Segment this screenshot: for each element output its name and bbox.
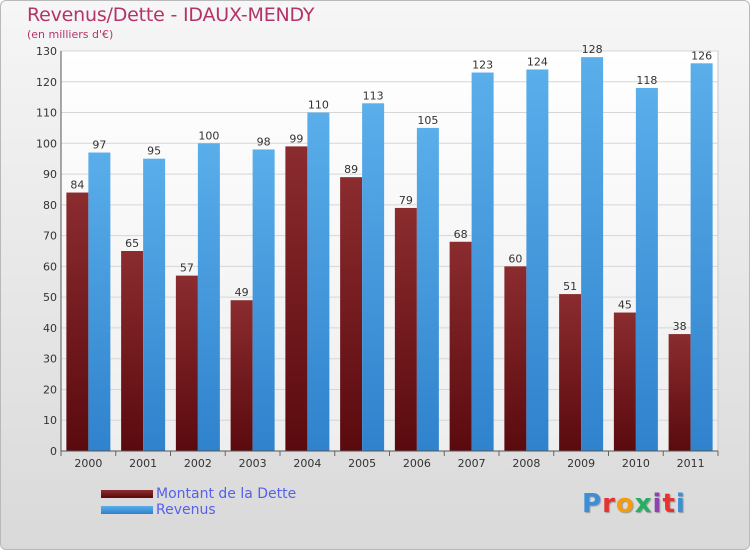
legend-item-revenus: Revenus [101, 502, 296, 518]
x-tick-label: 2010 [622, 457, 650, 470]
bar-revenus [252, 149, 275, 451]
bar-revenus [690, 63, 713, 452]
data-label: 124 [527, 55, 548, 68]
y-tick-label: 120 [36, 76, 57, 89]
bar-dette [668, 334, 691, 451]
data-label: 110 [308, 99, 329, 112]
y-tick-label: 20 [43, 383, 57, 396]
bar-dette [559, 294, 582, 451]
data-label: 60 [508, 252, 522, 265]
bar-dette [121, 251, 144, 451]
chart-title: Revenus/Dette - IDAUX-MENDY [27, 4, 315, 26]
x-tick-label: 2004 [293, 457, 321, 470]
data-label: 98 [257, 135, 271, 148]
proxiti-logo: Proxiti [582, 489, 686, 519]
y-tick-label: 110 [36, 107, 57, 120]
data-label: 105 [417, 114, 438, 127]
bar-dette [394, 207, 417, 451]
chart-subtitle: (en milliers d'€) [27, 28, 114, 41]
legend-label-revenus: Revenus [156, 502, 216, 518]
bar-revenus [307, 112, 330, 452]
data-label: 79 [399, 194, 413, 207]
x-tick-label: 2000 [74, 457, 102, 470]
legend-label-dette: Montant de la Dette [156, 486, 297, 502]
logo-letter: t [662, 489, 676, 519]
data-label: 99 [289, 132, 303, 145]
bar-revenus [471, 72, 494, 452]
x-tick-label: 2005 [348, 457, 376, 470]
bar-dette [175, 275, 198, 451]
data-label: 49 [235, 286, 249, 299]
logo-letter: r [602, 489, 616, 519]
x-tick-label: 2002 [184, 457, 212, 470]
y-tick-label: 70 [43, 230, 57, 243]
data-label: 51 [563, 280, 577, 293]
y-tick-label: 100 [36, 137, 57, 150]
data-label: 65 [125, 237, 139, 250]
bar-revenus [362, 103, 385, 452]
bar-revenus [197, 143, 220, 452]
bar-revenus [526, 69, 549, 451]
data-label: 123 [472, 59, 493, 72]
data-label: 57 [180, 262, 194, 275]
bar-dette [340, 177, 363, 451]
bar-revenus [143, 158, 166, 451]
data-label: 68 [454, 228, 468, 241]
x-tick-label: 2009 [567, 457, 595, 470]
logo-letter: o [615, 489, 635, 519]
bar-dette [230, 300, 253, 451]
data-label: 95 [147, 145, 161, 158]
y-tick-label: 60 [43, 260, 57, 273]
legend-swatch-revenus [101, 506, 153, 514]
bar-revenus [635, 87, 658, 451]
data-label: 97 [92, 139, 106, 152]
data-label: 100 [198, 129, 219, 142]
logo-letter: i [652, 489, 663, 519]
data-label: 45 [618, 299, 632, 312]
bar-dette [613, 312, 636, 451]
bar-dette [504, 266, 527, 451]
bar-revenus [416, 127, 439, 451]
plot-area [60, 50, 719, 452]
data-label: 128 [582, 43, 603, 56]
x-tick-label: 2001 [129, 457, 157, 470]
x-tick-label: 2008 [512, 457, 540, 470]
y-tick-label: 130 [36, 45, 57, 58]
bar-dette [285, 146, 308, 451]
data-label: 113 [363, 89, 384, 102]
y-tick-label: 0 [50, 445, 57, 458]
data-label: 89 [344, 163, 358, 176]
y-tick-label: 30 [43, 353, 57, 366]
x-tick-label: 2011 [677, 457, 705, 470]
y-tick-label: 90 [43, 168, 57, 181]
x-tick-label: 2007 [458, 457, 486, 470]
x-tick-label: 2006 [403, 457, 431, 470]
data-label: 38 [673, 320, 687, 333]
logo-letter: P [582, 489, 603, 519]
y-tick-label: 80 [43, 199, 57, 212]
logo-letter: i [675, 489, 686, 519]
legend: Montant de la Dette Revenus [101, 486, 296, 518]
data-label: 84 [70, 179, 84, 192]
x-tick-label: 2003 [239, 457, 267, 470]
y-tick-label: 40 [43, 322, 57, 335]
legend-swatch-dette [101, 490, 153, 498]
logo-letter: x [634, 489, 653, 519]
bar-dette [66, 192, 89, 452]
bar-dette [449, 241, 472, 451]
data-label: 126 [691, 49, 712, 62]
y-tick-label: 10 [43, 414, 57, 427]
data-label: 118 [636, 74, 657, 87]
y-tick-label: 50 [43, 291, 57, 304]
legend-item-dette: Montant de la Dette [101, 486, 296, 502]
bar-revenus [581, 57, 604, 452]
bar-revenus [88, 152, 111, 452]
